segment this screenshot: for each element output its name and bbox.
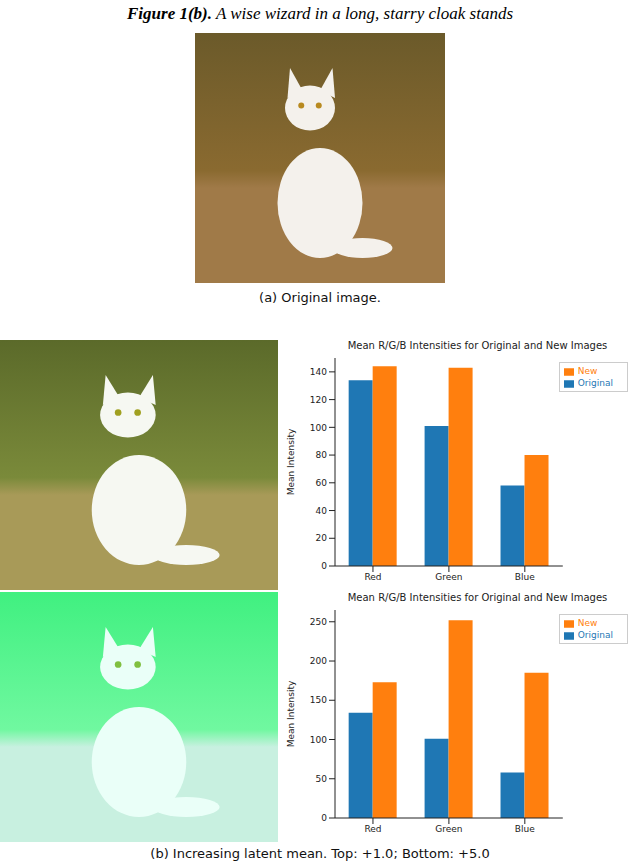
html-text:Mean R/G/B Intensities for Ori: Mean R/G/B Intensities for Original and … [347, 340, 608, 351]
html-text:Mean R/G/B Intensities for Ori: Mean R/G/B Intensities for Original and … [347, 592, 608, 603]
svg-text:250: 250 [310, 617, 327, 627]
html-text:(a) Original image.: (a) Original image. [259, 290, 381, 305]
html-text:New: New [577, 366, 598, 376]
html-text:Figure 1(b). A wise wizard in: Figure 1(b). A wise wizard in a long, st… [127, 4, 513, 23]
svg-text:0: 0 [321, 813, 327, 823]
svg-text:40: 40 [316, 506, 328, 516]
svg-text:Green: Green [435, 824, 462, 834]
svg-text:Green: Green [435, 572, 462, 582]
svg-text:150: 150 [310, 695, 327, 705]
svg-text:Mean Intensity: Mean Intensity [286, 428, 296, 495]
html-text:(b) Increasing latent mean. To: (b) Increasing latent mean. Top: +1.0; B… [150, 846, 490, 861]
svg-text:Red: Red [364, 824, 381, 834]
html-text:Original: Original [577, 630, 613, 640]
svg-text:80: 80 [316, 450, 328, 460]
svg-text:60: 60 [316, 478, 328, 488]
svg-text:Blue: Blue [515, 824, 535, 834]
html-text:New: New [577, 618, 598, 628]
svg-text:140: 140 [310, 367, 327, 377]
svg-text:50: 50 [316, 774, 328, 784]
svg-text:Mean Intensity: Mean Intensity [286, 680, 296, 747]
svg-text:20: 20 [316, 533, 328, 543]
svg-text:120: 120 [310, 395, 327, 405]
html-text:Original: Original [577, 378, 613, 388]
svg-text:Red: Red [364, 572, 381, 582]
svg-text:0: 0 [321, 561, 327, 571]
svg-text:100: 100 [310, 735, 327, 745]
svg-text:200: 200 [310, 656, 327, 666]
svg-text:100: 100 [310, 423, 327, 433]
svg-text:Blue: Blue [515, 572, 535, 582]
